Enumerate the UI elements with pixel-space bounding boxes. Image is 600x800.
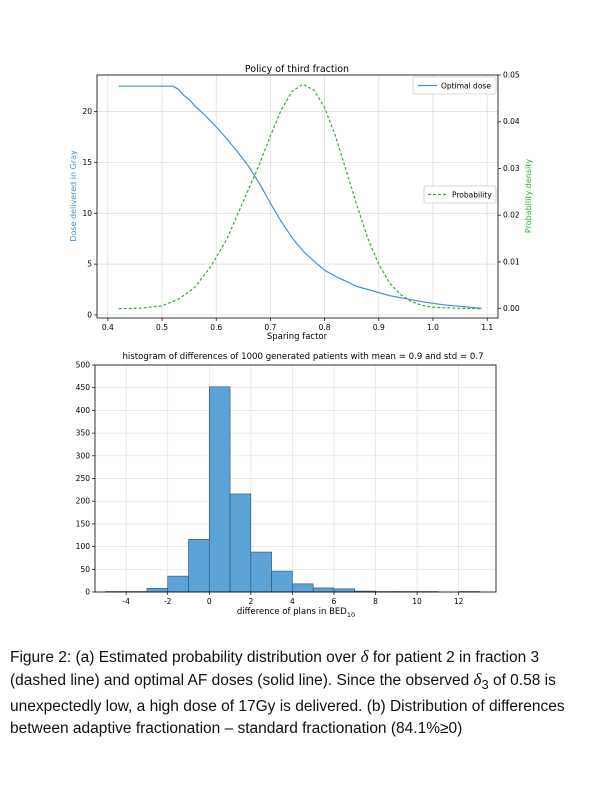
chart2-y-tick-label: 400 [76, 406, 91, 415]
chart1-y2-tick-label: 0.02 [503, 211, 520, 220]
chart1-y-tick-label: 20 [82, 107, 92, 116]
figure-caption: Figure 2: (a) Estimated probability dist… [10, 646, 595, 740]
legend-label-optimal-dose: Optimal dose [441, 82, 491, 91]
chart1-x-tick-label: 0.7 [264, 323, 276, 332]
caption-part-a: Figure 2: (a) Estimated probability dist… [10, 649, 361, 666]
chart1-y2-tick-label: 0.03 [503, 164, 520, 173]
chart2-title: histogram of differences of 1000 generat… [122, 352, 483, 362]
caption-delta3-symbol: δ [473, 670, 482, 689]
chart2-x-tick-label: -4 [122, 597, 130, 606]
chart2-x-tick-label: 12 [454, 597, 464, 606]
chart1-y2-label: Probability density [524, 159, 533, 233]
caption-part-c: of 0.58 is unexpectedly low, a high dose… [10, 672, 565, 738]
chart2-x-label-main: difference of plans in BED [237, 607, 347, 617]
chart1-y2-ticks: 0.00 0.01 0.02 0.03 0.04 0.05 [498, 71, 520, 313]
policy-chart: Policy of third fraction 0.4 0.5 0.6 0.7 0.8… [69, 64, 533, 342]
histogram-bar [312, 587, 335, 593]
chart1-x-tick-label: 0.4 [102, 323, 114, 332]
chart2-y-tick-label: 450 [76, 383, 91, 392]
chart2-y-tick-label: 150 [76, 519, 91, 528]
histogram-bar [167, 575, 189, 593]
histogram-chart: histogram of differences of 1000 generat… [76, 352, 497, 619]
chart2-x-tick-label: -2 [164, 597, 172, 606]
chart1-grid [97, 75, 498, 318]
chart1-y2-tick-label: 0.04 [503, 117, 520, 126]
chart1-x-tick-label: 1.1 [481, 323, 493, 332]
chart1-frame [96, 74, 499, 319]
histogram-bar [188, 539, 210, 593]
chart2-x-tick-label: 10 [412, 597, 422, 606]
chart1-title: Policy of third fraction [245, 64, 349, 75]
chart1-x-tick-label: 0.5 [156, 323, 168, 332]
chart2-y-tick-label: 250 [76, 474, 91, 483]
chart1-y-tick-label: 0 [87, 310, 92, 319]
chart2-y-tick-label: 0 [85, 588, 90, 597]
chart1-y2-tick-label: 0.01 [503, 257, 520, 266]
caption-delta-symbol: δ [360, 647, 369, 666]
chart2-x-tick-label: 4 [290, 597, 295, 606]
chart2-y-tick-label: 500 [76, 361, 91, 370]
chart2-y-tick-label: 100 [76, 542, 91, 551]
chart2-x-label-subscript: 10 [347, 611, 355, 619]
chart1-x-tick-label: 0.8 [319, 323, 331, 332]
chart1-legend-optimal-dose: Optimal dose [412, 76, 497, 95]
chart1-y2-tick-label: 0.00 [503, 304, 520, 313]
caption-part-b: for patient 2 in fraction 3 (dashed line… [10, 649, 540, 689]
chart1-y-tick-label: 5 [87, 260, 92, 269]
chart2-y-ticks: 0 50 100 150 200 250 300 350 400 450 500 [76, 361, 95, 597]
chart1-y-label: Dose delivered in Gray [69, 150, 78, 242]
chart2-y-tick-label: 50 [80, 565, 90, 574]
histogram-bar [208, 386, 231, 593]
optimal-dose-line [118, 85, 482, 309]
chart1-y2-tick-label: 0.05 [503, 71, 520, 80]
chart1-legend-probability: Probability [423, 185, 497, 204]
probability-density-line [118, 83, 482, 310]
chart2-y-tick-label: 300 [76, 451, 91, 460]
chart1-y-tick-label: 10 [82, 209, 92, 218]
caption-delta3-subscript: 3 [481, 677, 489, 693]
chart2-x-tick-label: 8 [373, 597, 378, 606]
chart2-y-tick-label: 350 [76, 429, 91, 438]
chart2-bars [105, 386, 480, 593]
chart2-y-tick-label: 200 [76, 497, 91, 506]
chart1-series-lines [118, 83, 482, 310]
chart1-x-label: Sparing factor [267, 332, 328, 342]
histogram-bar [333, 588, 356, 593]
chart2-x-label: difference of plans in BED10 [237, 607, 355, 619]
chart2-x-tick-label: 2 [248, 597, 253, 606]
chart2-x-tick-label: 0 [207, 597, 212, 606]
histogram-bar [229, 493, 252, 593]
histogram-bar [250, 551, 272, 593]
chart1-x-tick-label: 0.9 [373, 323, 385, 332]
histogram-bar [271, 570, 293, 593]
chart1-x-ticks: 0.4 0.5 0.6 0.7 0.8 0.9 1.0 1.1 [102, 318, 493, 332]
chart2-x-ticks: -4 -2 0 2 4 6 8 10 12 [122, 592, 464, 606]
chart1-x-tick-label: 0.6 [210, 323, 222, 332]
chart1-y-ticks: 0 5 10 15 20 [82, 107, 97, 319]
histogram-bar [292, 583, 314, 593]
chart2-x-tick-label: 6 [332, 597, 337, 606]
histogram-bar [146, 588, 169, 593]
legend-label-probability: Probability [452, 191, 492, 200]
chart1-x-tick-label: 1.0 [427, 323, 439, 332]
chart2-grid [95, 364, 496, 593]
chart1-y-tick-label: 15 [82, 158, 92, 167]
